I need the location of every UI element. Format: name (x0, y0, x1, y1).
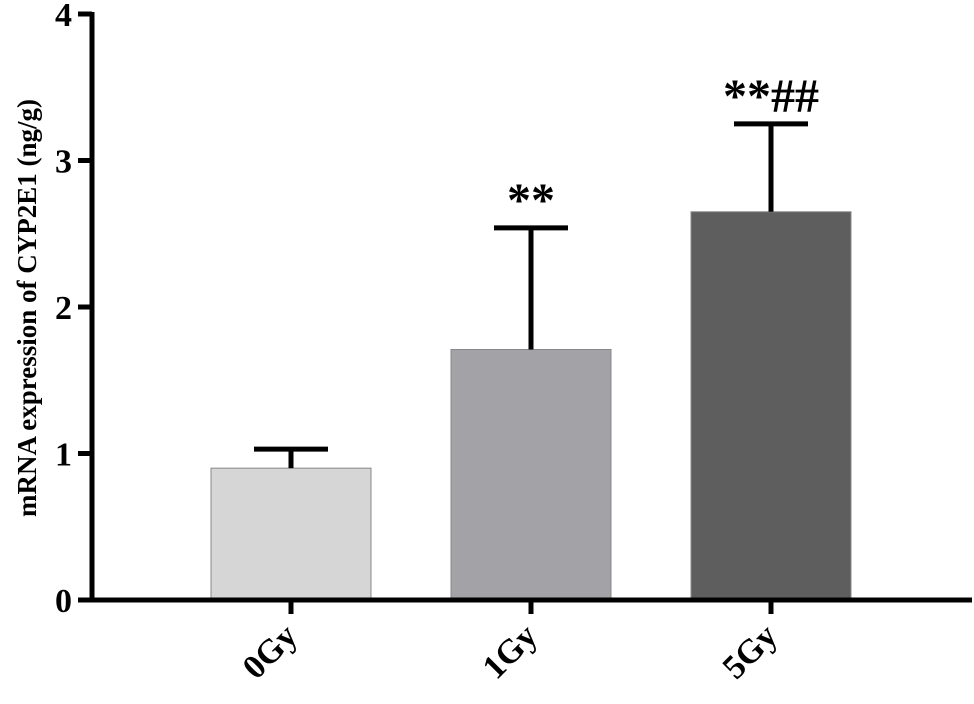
x-tick-label-0Gy: 0Gy (236, 617, 305, 686)
y-tick-label-1: 1 (55, 437, 72, 474)
x-tick-label-5Gy: 5Gy (716, 617, 785, 686)
bar-5Gy (690, 211, 852, 601)
y-tick-label-4: 4 (55, 0, 72, 34)
error-bars (254, 121, 808, 469)
error-bar-0Gy (254, 446, 328, 469)
error-bar-1Gy (494, 225, 568, 350)
y-tick-label-2: 2 (55, 290, 72, 327)
error-bar-5Gy (734, 121, 808, 212)
significance-label-5Gy: **## (723, 70, 819, 123)
y-tick-label-0: 0 (55, 583, 72, 620)
significance-label-1Gy: ** (507, 174, 555, 227)
bar-0Gy (210, 467, 372, 601)
x-tick-label-1Gy: 1Gy (476, 617, 545, 686)
y-tick-label-3: 3 (55, 144, 72, 181)
axes (78, 11, 972, 614)
y-axis-title: mRNA expression of CYP2E1 (ng/g) (12, 99, 42, 517)
bar-1Gy (450, 348, 612, 601)
